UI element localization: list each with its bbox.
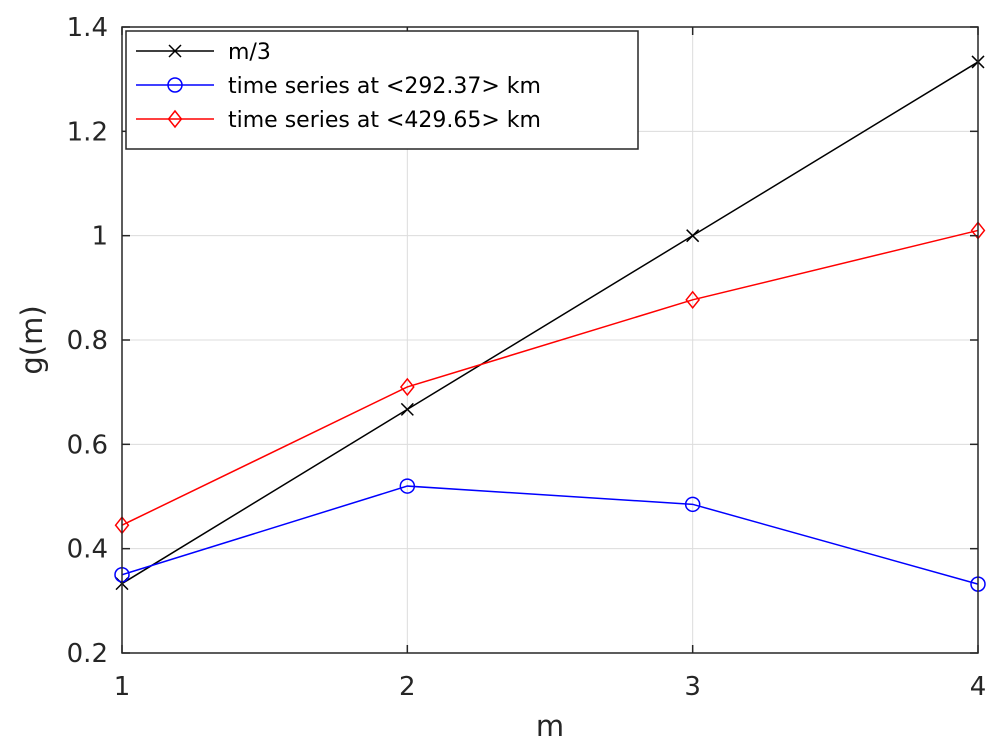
y-tick-label: 1.4 [67,13,108,43]
series-3-point [685,290,701,310]
series-1-point [400,402,414,416]
y-tick-label: 1.2 [67,117,108,147]
series-2-point [684,496,701,513]
legend: m/3 time series at <292.37> km time series… [125,30,639,150]
x-tick-label: 1 [114,672,131,702]
series-1-point [686,229,700,243]
x-tick-label: 3 [684,672,701,702]
y-tick-label: 0.4 [67,535,108,565]
series-line-1 [121,61,979,585]
series-line-3 [121,229,979,526]
legend-marker-2 [167,77,183,93]
y-tick-label: 0.8 [67,326,108,356]
y-axis-label: g(m) [15,305,49,374]
x-tick-label: 4 [970,672,987,702]
legend-entry-3: time series at <429.65> km [228,108,541,133]
y-tick-label: 0.6 [67,430,108,460]
y-tick-label: 1 [91,222,108,252]
series-3-point [399,377,415,397]
y-tick-label: 0.2 [67,639,108,669]
series-line-2 [121,485,979,585]
legend-box [125,30,639,150]
ticks: 1 2 3 4 0.2 0.4 0.6 0.8 1 1.2 1.4 [67,13,987,702]
legend-marker-1 [168,44,182,58]
series-2-point [399,478,416,494]
legend-entry-1: m/3 [228,40,271,65]
x-tick-label: 2 [399,672,416,702]
legend-marker-3 [167,109,183,129]
legend-entry-2: time series at <292.37> km [228,74,541,99]
x-axis-label: m [536,709,564,743]
